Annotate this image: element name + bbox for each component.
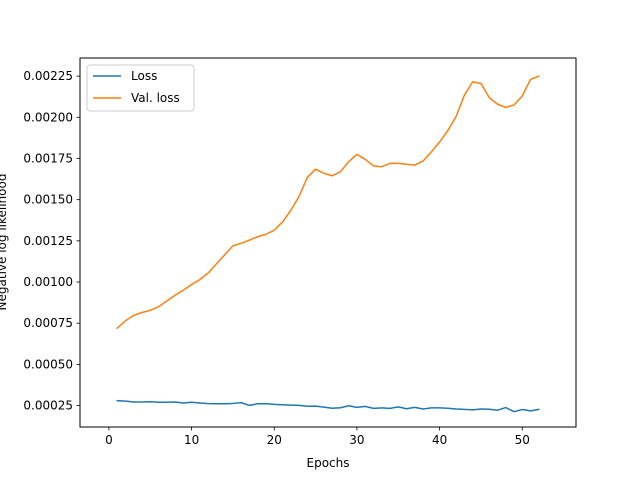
- x-tick-label: 40: [432, 433, 447, 447]
- series-line-val-loss: [116, 75, 540, 330]
- y-tick-label: 0.00200: [23, 110, 73, 124]
- y-tick-label: 0.00125: [23, 234, 73, 248]
- x-tick-label: 50: [515, 433, 530, 447]
- y-tick-label: 0.00150: [23, 193, 73, 207]
- axes-frame: [79, 57, 577, 428]
- legend-label-val-loss: Val. loss: [131, 91, 180, 105]
- y-tick-label: 0.00225: [23, 69, 73, 83]
- x-tick-label: 30: [349, 433, 364, 447]
- y-tick-label: 0.00075: [23, 316, 73, 330]
- x-tick-label: 20: [267, 433, 282, 447]
- legend: Loss Val. loss: [86, 64, 195, 112]
- y-tick-label: 0.00175: [23, 151, 73, 165]
- plot-area: [116, 75, 540, 413]
- y-tick-label: 0.00025: [23, 399, 73, 413]
- x-tick-label: 10: [184, 433, 199, 447]
- y-axis-label: Negative log likelihood: [0, 174, 9, 311]
- series-line-loss: [116, 399, 540, 413]
- legend-label-loss: Loss: [131, 69, 157, 83]
- y-tick-label: 0.00050: [23, 357, 73, 371]
- x-axis: 0 10 20 30 40 50: [105, 427, 530, 447]
- y-tick-label: 0.00100: [23, 275, 73, 289]
- x-axis-label: Epochs: [307, 456, 350, 470]
- x-tick-label: 0: [105, 433, 113, 447]
- y-axis: 0.00025 0.00050 0.00075 0.00100 0.00125 0.001…: [23, 69, 80, 413]
